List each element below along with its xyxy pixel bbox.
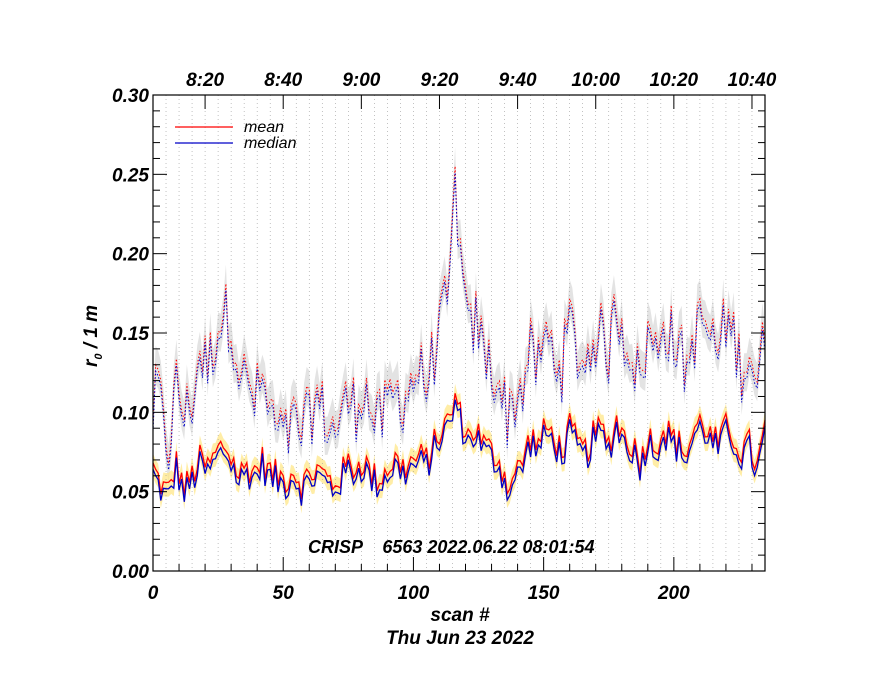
- median-high-line: [152, 172, 766, 470]
- date-label: Thu Jun 23 2022: [386, 628, 534, 649]
- x-tick-label: 0: [148, 583, 159, 604]
- legend-mean-label: mean: [244, 119, 284, 136]
- spread-bands: [153, 147, 765, 514]
- y-tick-label: 0.05: [112, 483, 149, 504]
- instrument-annotation: CRISP 6563 2022.06.22 08:01:54: [308, 537, 595, 557]
- y-axis-title: r0 / 1 m: [81, 305, 105, 367]
- y-axis-title-subscript: 0: [93, 353, 105, 360]
- top-time-label: 8:20: [186, 70, 224, 91]
- scan-gridlines: [165, 95, 753, 571]
- x-tick-label: 100: [398, 583, 430, 604]
- mean-high-line: [152, 166, 766, 464]
- x-tick-label: 150: [528, 583, 560, 604]
- axes: 0.00 0.05 0.10 0.15 0.20 0.25 0.30 0 50 100 150 200…: [112, 70, 777, 604]
- legend-median-label: median: [244, 135, 297, 152]
- y-tick-label: 0.20: [112, 245, 149, 266]
- low-spread-band: [153, 383, 765, 514]
- legend: mean median: [175, 119, 297, 152]
- y-axis-title-main: r: [81, 358, 102, 367]
- top-time-label: 8:40: [264, 70, 302, 91]
- top-time-label: 9:40: [499, 70, 537, 91]
- top-time-label: 9:00: [342, 70, 380, 91]
- x-tick-label: 50: [273, 583, 295, 604]
- y-tick-label: 0.00: [112, 562, 149, 583]
- top-time-label: 9:20: [420, 70, 458, 91]
- x-axis-title: scan #: [430, 605, 490, 626]
- top-time-label: 10:40: [728, 70, 777, 91]
- mean-line: [152, 393, 766, 500]
- y-tick-label: 0.15: [112, 324, 149, 345]
- top-time-label: 10:00: [571, 70, 620, 91]
- high-spread-band: [153, 147, 765, 483]
- y-tick-label: 0.25: [112, 165, 149, 186]
- top-time-label: 10:20: [650, 70, 699, 91]
- y-axis-title-suffix: / 1 m: [81, 305, 102, 354]
- y-tick-label: 0.10: [112, 403, 149, 424]
- data-series: [152, 166, 766, 506]
- median-line: [152, 399, 766, 506]
- x-tick-label: 200: [657, 583, 690, 604]
- y-tick-label: 0.30: [112, 86, 149, 107]
